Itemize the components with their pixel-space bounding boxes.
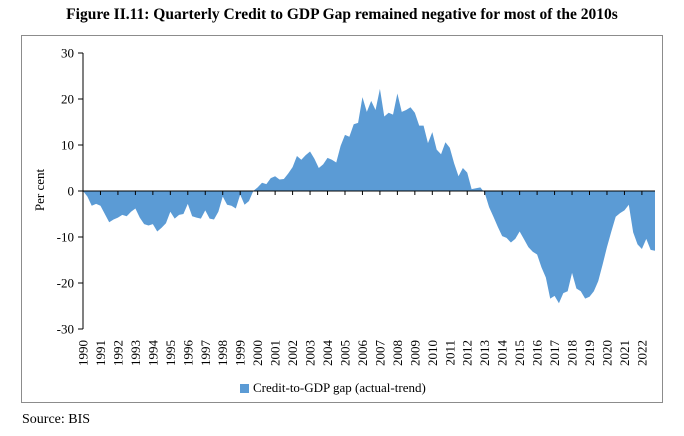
- legend-label: Credit-to-GDP gap (actual-trend): [253, 380, 426, 395]
- series-area-credit-gap: [83, 88, 655, 304]
- y-tick-label: 0: [68, 184, 75, 199]
- x-tick-label: 2001: [268, 340, 283, 366]
- y-tick-label: -30: [57, 322, 74, 337]
- x-tick-label: 2008: [390, 340, 405, 366]
- y-tick-label: 10: [61, 138, 74, 153]
- x-tick-label: 2011: [442, 340, 457, 366]
- source-note: Source: BIS: [22, 412, 91, 427]
- area-layer: [83, 88, 655, 304]
- y-tick-label: 30: [61, 46, 74, 61]
- x-tick-label: 2013: [477, 340, 492, 366]
- x-tick-label: 2012: [460, 340, 475, 366]
- chart-frame: [21, 35, 663, 403]
- x-tick-label: 2019: [582, 340, 597, 366]
- x-tick-label: 2006: [355, 340, 370, 367]
- x-tick-label: 2020: [599, 340, 614, 366]
- x-tick-label: 2015: [512, 340, 527, 366]
- x-tick-label: 2014: [495, 339, 510, 366]
- chart-title: Figure II.11: Quarterly Credit to GDP Ga…: [66, 6, 618, 23]
- x-tick-label: 1995: [163, 340, 178, 366]
- x-tick-label: 1998: [215, 340, 230, 366]
- y-axis-label: Per cent: [32, 168, 47, 211]
- x-tick-label: 2009: [407, 340, 422, 366]
- y-tick-label: 20: [61, 92, 74, 107]
- x-tick-label: 2021: [617, 340, 632, 366]
- x-tick-label: 2018: [565, 340, 580, 366]
- x-tick-label: 2010: [425, 340, 440, 366]
- x-tick-label: 2002: [285, 340, 300, 366]
- x-tick-label: 1993: [128, 340, 143, 366]
- legend-swatch: [240, 383, 249, 393]
- x-tick-label: 1996: [180, 340, 195, 367]
- x-tick-label: 1999: [233, 340, 248, 366]
- x-tick-label: 2017: [547, 340, 562, 367]
- x-tick-label: 2005: [337, 340, 352, 366]
- x-tick-label: 1991: [93, 340, 108, 366]
- y-tick-label: -10: [57, 230, 74, 245]
- x-tick-label: 2003: [303, 340, 318, 366]
- x-tick-label: 1997: [198, 340, 213, 367]
- x-tick-label: 2022: [634, 340, 649, 366]
- x-tick-label: 1994: [145, 340, 160, 367]
- y-tick-label: -20: [57, 276, 74, 291]
- x-tick-label: 2004: [320, 340, 335, 367]
- chart-legend: Credit-to-GDP gap (actual-trend): [240, 380, 426, 396]
- x-tick-label: 2007: [372, 340, 387, 367]
- x-tick-label: 2016: [530, 340, 545, 367]
- x-tick-label: 1990: [76, 340, 91, 366]
- x-tick-label: 1992: [110, 340, 125, 366]
- x-tick-label: 2000: [250, 340, 265, 366]
